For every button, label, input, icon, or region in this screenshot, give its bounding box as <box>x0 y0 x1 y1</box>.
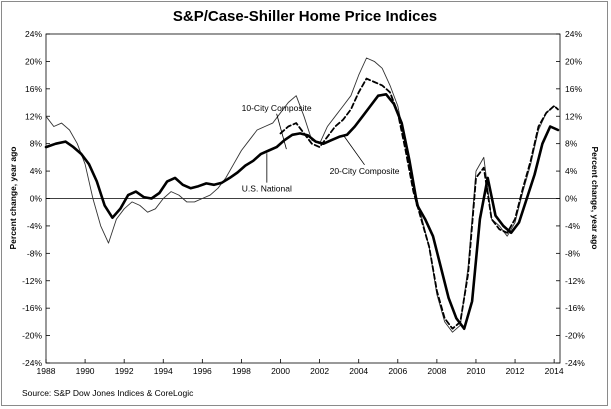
y-tick-label-left: -4% <box>27 221 43 231</box>
y-tick-label-left: 0% <box>30 194 43 204</box>
y-tick-label-right: 12% <box>565 111 582 121</box>
y-tick-label-right: 8% <box>565 139 578 149</box>
y-axis-left-label: Percent change, year ago <box>8 147 18 250</box>
y-tick-label-right: -8% <box>565 248 581 258</box>
x-tick-label: 2006 <box>388 366 407 376</box>
x-tick-label: 2000 <box>271 366 290 376</box>
y-tick-label-left: 12% <box>25 111 42 121</box>
annotation-label: 10-City Composite <box>242 103 312 113</box>
y-tick-label-right: 20% <box>565 56 582 66</box>
y-tick-label-right: 24% <box>565 29 582 39</box>
series-layer <box>44 57 560 333</box>
x-tick-label: 2004 <box>349 366 368 376</box>
y-tick-label-left: -8% <box>27 248 43 258</box>
x-tick-label: 2010 <box>467 366 486 376</box>
annotation-label: U.S. National <box>242 184 292 194</box>
y-tick-label-right: -20% <box>565 331 585 341</box>
x-tick-label: 1988 <box>37 366 56 376</box>
y-tick-label-right: 0% <box>565 194 578 204</box>
annotation-layer: 10-City Composite 20-City Composite U.S. N… <box>242 103 400 194</box>
y-tick-label-left: -16% <box>22 303 42 313</box>
y-tick-label-right: -16% <box>565 303 585 313</box>
x-axis: 1988 1990 1992 1994 1996 1998 2000 2002 2004 2006… <box>37 359 564 376</box>
x-tick-label: 1998 <box>232 366 251 376</box>
y-tick-label-right: -12% <box>565 276 585 286</box>
x-tick-label: 1990 <box>76 366 95 376</box>
source-note: Source: S&P Dow Jones Indices & CoreLogi… <box>22 388 194 398</box>
x-tick-label: 2002 <box>310 366 329 376</box>
annotation-label: 20-City Composite <box>330 166 400 176</box>
y-tick-label-left: -20% <box>22 331 42 341</box>
y-tick-label-right: 16% <box>565 84 582 94</box>
x-tick-label: 2012 <box>506 366 525 376</box>
series-line-10-city-composite <box>45 57 559 333</box>
y-tick-label-right: -4% <box>565 221 581 231</box>
y-tick-label-left: 8% <box>30 139 43 149</box>
x-tick-label: 1994 <box>154 366 173 376</box>
chart-title: S&P/Case-Shiller Home Price Indices <box>173 8 437 25</box>
y-tick-label-left: 4% <box>30 166 43 176</box>
x-tick-label: 1992 <box>115 366 134 376</box>
y-axis-right-label: Percent change, year ago <box>590 147 600 250</box>
y-tick-label-left: 20% <box>25 56 42 66</box>
x-tick-label: 2008 <box>427 366 446 376</box>
x-tick-label: 1996 <box>193 366 212 376</box>
annotation-leader <box>276 113 287 150</box>
y-tick-label-right: -24% <box>565 358 585 368</box>
y-tick-label-left: -24% <box>22 358 42 368</box>
x-tick-label: 2014 <box>545 366 564 376</box>
annotation-leader <box>342 134 365 166</box>
y-axis-left: 24% 20% 16% 12% 8% 4% 0% -4% -8% -12% -16% -20% -24% <box>22 29 50 368</box>
series-line-u-s-national <box>44 93 560 331</box>
series-line-20-city-composite <box>279 77 559 330</box>
y-tick-label-left: 24% <box>25 29 42 39</box>
y-tick-label-left: -12% <box>22 276 42 286</box>
y-tick-label-right: 4% <box>565 166 578 176</box>
y-tick-label-left: 16% <box>25 84 42 94</box>
y-axis-right: 24% 20% 16% 12% 8% 4% 0% -4% -8% -12% -16% -20% -24% <box>556 29 585 368</box>
